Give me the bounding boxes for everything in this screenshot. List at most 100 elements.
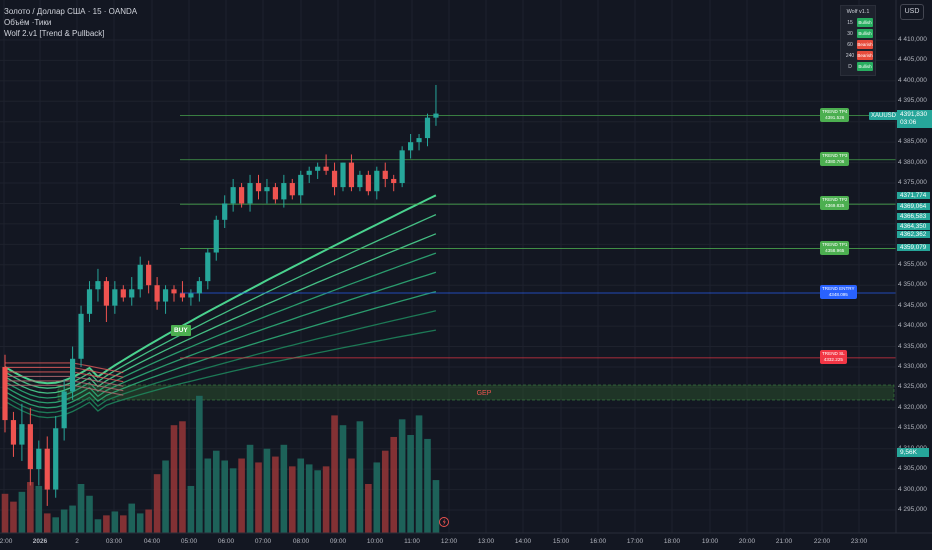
price-axis-label: 4 350,000 <box>898 281 927 289</box>
candle <box>19 403 25 461</box>
volume-bar <box>204 458 212 533</box>
indicator-value-badge: 4364,350 <box>897 222 930 230</box>
candle <box>27 407 33 486</box>
price-axis-label: 4 325,000 <box>898 383 927 391</box>
candle <box>264 178 270 204</box>
symbol-title[interactable]: Золото / Доллар США · 15 · OANDA <box>4 7 138 16</box>
time-axis-label: 13:00 <box>477 538 495 545</box>
candle <box>78 305 84 367</box>
level-tag-entry: TREND ENTRY 4348.095 <box>820 285 857 299</box>
time-axis-label: 09:00 <box>329 538 347 545</box>
candle <box>239 183 245 208</box>
wolf-panel-row: D Bullish <box>843 61 873 72</box>
candle <box>44 436 50 506</box>
price-axis-label: 4 320,000 <box>898 403 927 411</box>
volume-bar <box>153 474 161 533</box>
ma-line <box>4 310 437 414</box>
volume-bar <box>246 444 254 533</box>
candle <box>255 174 262 200</box>
level-tag-tp1: TREND TP1 4358.965 <box>820 240 850 255</box>
level-tag-value: 4369.825 <box>825 203 845 209</box>
candle <box>188 289 194 306</box>
level-tag-value: 4348.095 <box>828 292 848 297</box>
wolf-panel-timeframe: 60 <box>847 41 853 48</box>
wolf-panel-status: Bearish <box>857 40 873 49</box>
volume-bar <box>196 395 203 533</box>
currency-button[interactable]: USD <box>900 4 924 20</box>
level-tag-sl: TREND SL 4332.225 <box>820 349 847 364</box>
time-axis-label: 12:00 <box>440 538 458 545</box>
candle <box>348 154 355 192</box>
volume-bar <box>187 485 195 533</box>
volume-bar <box>365 484 372 533</box>
price-axis-label: 4 395,000 <box>898 97 927 105</box>
target-levels <box>180 115 896 359</box>
candle <box>416 134 422 151</box>
wolf-status-panel: Wolf v1.1 15 Bullish 30 Bullish 60 Bearish 240… <box>840 5 876 76</box>
volume-bar <box>60 509 68 533</box>
candle <box>391 174 397 192</box>
gap-zone: GEP <box>57 384 895 401</box>
candle <box>247 174 253 212</box>
volume-bar <box>52 517 59 533</box>
wolf-indicator-title[interactable]: Wolf 2.v1 [Trend & Pullback] <box>4 29 105 38</box>
wolf-panel-row: 60 Bearish <box>843 39 873 50</box>
candle <box>154 277 160 310</box>
indicator-value-badge: 4359,079 <box>897 244 930 252</box>
price-axis-label: 4 410,000 <box>898 36 927 43</box>
candle <box>424 113 431 147</box>
wolf-panel-timeframe: 240 <box>845 52 855 59</box>
candle <box>86 281 93 322</box>
countdown-value: 03:06 <box>900 119 917 126</box>
candle <box>331 162 338 196</box>
candle <box>95 268 101 302</box>
time-axis-label: 22:00 <box>813 538 831 545</box>
time-axis-label: 17:00 <box>626 538 644 545</box>
volume-badge: 9,56K <box>897 448 929 457</box>
volume-bar <box>69 505 76 533</box>
ma-line-bearish <box>5 375 124 387</box>
candle <box>298 170 304 204</box>
ma-line <box>4 271 437 404</box>
time-axis-label: 15:00 <box>552 538 570 545</box>
price-axis-label: 4 315,000 <box>898 424 927 432</box>
volume-bar <box>136 513 144 533</box>
time-axis-label: 2026 <box>32 538 48 545</box>
candle <box>323 154 329 175</box>
candle <box>120 285 126 302</box>
wolf-panel-timeframe: 30 <box>847 30 853 37</box>
ma-line-bearish <box>5 362 124 374</box>
candle <box>382 162 388 188</box>
volume-bar <box>238 458 245 533</box>
time-axis-label: 04:00 <box>143 538 161 545</box>
volume-bar <box>322 466 330 533</box>
volume-bar <box>339 425 347 533</box>
candle <box>196 277 202 302</box>
wolf-panel-row: 15 Bullish <box>843 17 873 28</box>
candle <box>162 285 169 314</box>
time-axis-label: 07:00 <box>254 538 272 545</box>
buy-signal-label: BUY <box>171 325 191 336</box>
lightning-icon[interactable] <box>439 517 449 527</box>
volume-bar <box>162 460 169 533</box>
ma-ribbon <box>4 194 437 419</box>
volume-bar <box>398 419 406 533</box>
volume-bar <box>43 513 51 533</box>
candle <box>10 411 17 457</box>
level-tag-value: 4358.965 <box>825 247 845 253</box>
wolf-panel-timeframe: D <box>848 63 852 70</box>
candle <box>36 440 42 486</box>
volume-bar <box>103 515 110 533</box>
time-axis-label: 2 <box>75 538 79 545</box>
volume-bar <box>424 438 431 533</box>
volume-indicator-title[interactable]: Объём ·Тики <box>4 18 52 27</box>
time-axis-label: 03:00 <box>105 538 123 545</box>
volume-bar <box>381 450 389 533</box>
volume-bar <box>27 482 34 533</box>
volume-bar <box>170 425 178 533</box>
price-axis-label: 4 375,000 <box>898 179 927 187</box>
volume-bar <box>212 450 220 533</box>
price-axis-label: 4 295,000 <box>898 506 927 513</box>
volume-bar <box>272 456 279 533</box>
